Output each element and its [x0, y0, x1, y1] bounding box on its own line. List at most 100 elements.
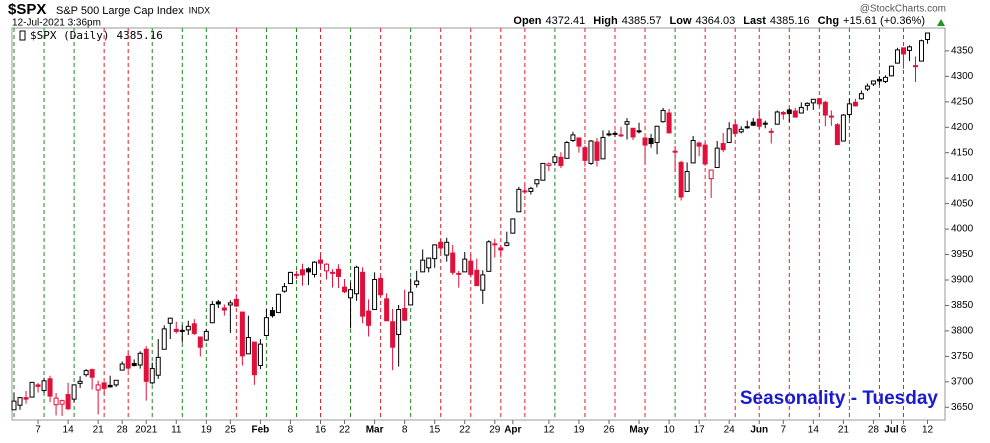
candle-body	[456, 272, 462, 275]
candle-body	[564, 142, 570, 159]
candle-body	[378, 277, 384, 296]
candle-body	[630, 127, 636, 138]
x-tick-label: 26	[603, 425, 615, 436]
candle-body	[29, 381, 35, 398]
candle-body	[131, 362, 137, 367]
candle-body	[215, 301, 221, 305]
y-tick-label: 3750	[951, 351, 974, 362]
candle-body	[606, 133, 612, 136]
candle-body	[636, 130, 642, 133]
candle-body	[480, 274, 486, 291]
x-tick-label: Jul	[884, 425, 899, 436]
candle-body	[414, 280, 420, 286]
up-arrow	[937, 19, 945, 26]
header-field: 4385.57	[622, 15, 662, 27]
candle-body	[600, 136, 606, 160]
candle-body	[444, 241, 450, 256]
candle-body	[318, 259, 324, 264]
candle-body	[257, 343, 263, 367]
candle-body	[714, 147, 720, 168]
candle-body	[906, 46, 912, 51]
y-tick-label: 3950	[951, 249, 974, 260]
candle-body	[492, 243, 498, 246]
candle-body	[576, 137, 582, 147]
candle-body	[47, 378, 53, 397]
candle-body	[882, 76, 888, 82]
candle-body	[462, 258, 468, 273]
header-field: +15.61 (+0.36%)	[843, 15, 925, 27]
candle-body	[251, 341, 257, 376]
candle-body	[119, 363, 125, 371]
candle-body	[360, 271, 366, 317]
candle-body	[750, 121, 756, 126]
x-tick-label: 14	[808, 425, 820, 436]
index-name: S&P 500 Large Cap Index	[56, 5, 184, 17]
y-tick-label: 4200	[951, 122, 974, 133]
candle-body	[203, 330, 209, 341]
x-tick-label: 28	[868, 425, 880, 436]
candle-body	[143, 348, 149, 382]
candle-body	[209, 303, 215, 324]
candle-body	[642, 137, 648, 146]
candle-body	[894, 49, 900, 64]
header-field: 4364.03	[696, 15, 736, 27]
candle-body	[504, 242, 510, 246]
candle-body	[23, 397, 29, 400]
candle-body	[534, 179, 540, 185]
candle-body	[107, 384, 113, 388]
candle-body	[654, 125, 660, 144]
y-tick-label: 4100	[951, 173, 974, 184]
candle-body	[432, 244, 438, 260]
x-tick-label: 16	[315, 425, 327, 436]
candle-body	[95, 384, 101, 391]
timestamp: 12-Jul-2021 3:36pm	[12, 18, 101, 29]
candle-body	[233, 298, 239, 307]
y-tick-label: 4000	[951, 224, 974, 235]
candle-body	[77, 380, 83, 384]
watermark: @StockCharts.com	[860, 4, 946, 15]
candle-body	[372, 278, 378, 311]
candle-body	[71, 384, 77, 400]
candle-body	[738, 128, 744, 133]
x-tick-label: 25	[225, 425, 237, 436]
candle-body	[919, 40, 925, 62]
x-tick-label: Mar	[366, 425, 384, 436]
candle-body	[221, 307, 227, 311]
candle-body	[101, 382, 107, 389]
candle-body	[498, 247, 504, 251]
candle-body	[89, 369, 95, 378]
candle-body	[53, 397, 59, 406]
candle-body	[864, 85, 870, 90]
candle-body	[870, 80, 876, 85]
header-field: Low	[670, 15, 692, 27]
candle-body	[744, 126, 750, 129]
x-tick-label: 24	[724, 425, 736, 436]
header-field: Chg	[818, 15, 839, 27]
candle-body	[828, 115, 834, 118]
x-tick-label: 21	[93, 425, 105, 436]
candle-body	[293, 273, 299, 276]
candle-body	[762, 122, 768, 125]
candle-body	[239, 311, 245, 357]
y-tick-label: 3800	[951, 326, 974, 337]
candle-body	[179, 329, 185, 332]
x-tick-label: Jun	[750, 425, 768, 436]
symbol: $SPX	[8, 1, 46, 18]
candle-body	[624, 121, 630, 125]
candle-body	[780, 112, 786, 115]
candle-body	[876, 78, 882, 82]
candle-body	[11, 400, 17, 411]
candle-body	[546, 163, 552, 166]
candle-body	[888, 65, 894, 77]
candle-body	[618, 134, 624, 137]
candle-body	[299, 269, 305, 276]
candle-body	[552, 156, 558, 163]
candle-body	[113, 379, 119, 386]
header-field: Last	[743, 15, 766, 27]
candle-body	[684, 171, 690, 192]
candle-body	[137, 352, 143, 366]
candle-body	[558, 156, 564, 166]
candle-body	[275, 293, 281, 314]
candle-body	[191, 323, 197, 334]
y-tick-label: 3650	[951, 402, 974, 413]
